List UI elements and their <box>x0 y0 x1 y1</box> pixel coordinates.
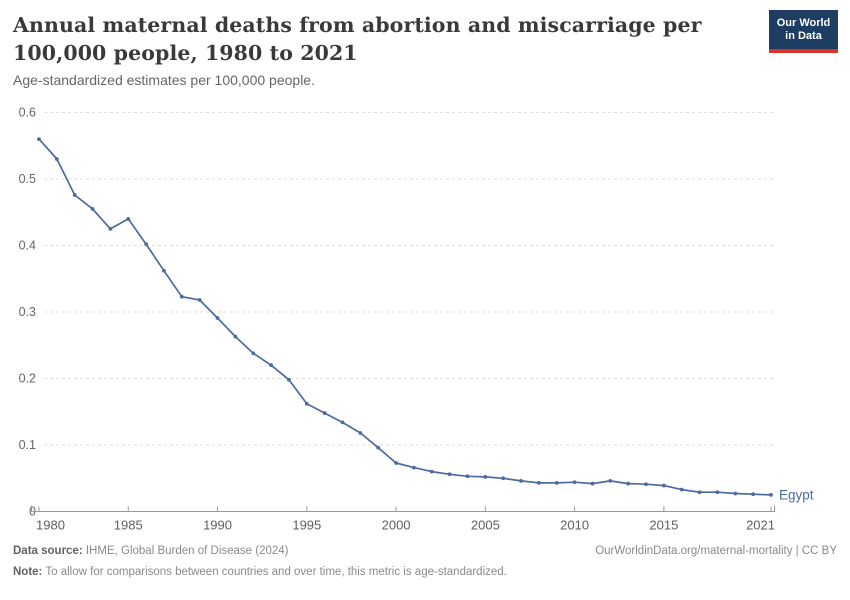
data-point[interactable] <box>644 482 648 487</box>
data-point[interactable] <box>590 481 595 486</box>
note-value: To allow for comparisons between countri… <box>42 566 507 579</box>
data-point[interactable] <box>554 481 559 485</box>
data-point[interactable] <box>429 469 434 474</box>
data-point[interactable] <box>269 363 273 368</box>
data-point[interactable] <box>501 476 506 481</box>
data-point[interactable] <box>679 487 684 492</box>
data-point[interactable] <box>215 316 220 320</box>
owid-logo: Our World in Data <box>769 10 838 53</box>
y-tick-label: 0.3 <box>19 305 36 319</box>
x-tick-label: 2015 <box>649 518 678 533</box>
y-tick-label: 0.1 <box>19 438 36 452</box>
data-point[interactable] <box>90 207 95 211</box>
x-tick-label: 1990 <box>203 518 232 533</box>
page-title: Annual maternal deaths from abortion and… <box>13 13 702 65</box>
data-point[interactable] <box>483 475 488 479</box>
owid-logo-red-bar <box>769 49 838 53</box>
owid-logo-line1: Our World <box>776 16 831 29</box>
data-point[interactable] <box>37 137 41 142</box>
data-point[interactable] <box>751 492 756 497</box>
y-tick-label: 0.5 <box>19 172 36 186</box>
data-line[interactable] <box>38 138 772 496</box>
data-point[interactable] <box>519 479 523 483</box>
data-point[interactable] <box>72 193 77 197</box>
x-tick-label: 2021 <box>746 518 775 533</box>
data-point[interactable] <box>715 490 720 495</box>
data-point[interactable] <box>376 445 381 450</box>
owid-logo-line2: in Data <box>785 29 822 42</box>
data-point[interactable] <box>697 490 702 495</box>
x-tick-label: 2010 <box>560 518 589 533</box>
data-point[interactable] <box>465 474 470 479</box>
data-point[interactable] <box>162 268 166 273</box>
data-point[interactable] <box>233 334 238 339</box>
owid-logo-box: Our World in Data <box>769 10 838 49</box>
data-point[interactable] <box>197 298 202 302</box>
data-point[interactable] <box>108 226 113 231</box>
data-point[interactable] <box>144 242 149 247</box>
x-tick-label: 2000 <box>382 518 411 533</box>
data-point[interactable] <box>769 492 773 497</box>
chart-subtitle: Age-standardized estimates per 100,000 p… <box>13 72 315 88</box>
data-point[interactable] <box>287 377 291 382</box>
data-point[interactable] <box>251 351 256 356</box>
data-point[interactable] <box>394 461 398 465</box>
data-point[interactable] <box>179 294 184 299</box>
data-point[interactable] <box>340 420 345 425</box>
note-label: Note: <box>13 566 43 579</box>
x-tick-label: 1980 <box>36 518 65 533</box>
data-point[interactable] <box>447 472 452 477</box>
data-point[interactable] <box>126 217 131 221</box>
series-end-label[interactable]: Egypt <box>779 487 814 502</box>
x-tick-label: 2005 <box>471 518 500 533</box>
y-tick-label: 0.4 <box>19 239 36 253</box>
data-point[interactable] <box>304 401 309 406</box>
data-source-label: Data source: <box>13 545 83 557</box>
y-tick-label: 0.6 <box>19 106 36 120</box>
x-tick-label: 1995 <box>292 518 321 533</box>
owid-link[interactable]: OurWorldinData.org/maternal-mortality | … <box>595 545 837 557</box>
data-point[interactable] <box>661 483 666 488</box>
chart-footer: Data source: IHME, Global Burden of Dise… <box>13 544 837 580</box>
data-point[interactable] <box>572 480 577 485</box>
data-point[interactable] <box>537 481 541 485</box>
data-point[interactable] <box>322 411 327 415</box>
data-point[interactable] <box>608 479 613 483</box>
data-point[interactable] <box>54 157 59 161</box>
data-point[interactable] <box>412 465 416 470</box>
data-point[interactable] <box>733 491 738 496</box>
data-point[interactable] <box>358 431 363 435</box>
data-source-value: IHME, Global Burden of Disease (2024) <box>82 545 289 557</box>
note-text: Note: To allow for comparisons between c… <box>13 565 837 579</box>
x-tick-label: 1985 <box>114 518 143 533</box>
data-point[interactable] <box>626 481 631 486</box>
y-tick-label: 0.2 <box>19 372 36 386</box>
data-source-text: Data source: IHME, Global Burden of Dise… <box>13 544 289 558</box>
